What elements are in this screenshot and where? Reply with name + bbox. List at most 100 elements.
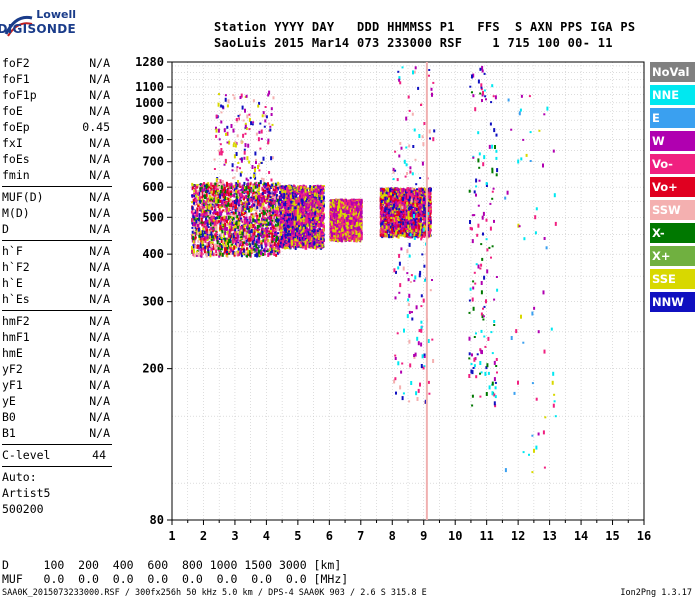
echo-point (211, 214, 214, 218)
echo-point (193, 234, 195, 238)
echo-point (267, 242, 270, 247)
echo-point (221, 252, 224, 257)
echo-point (215, 192, 218, 195)
header-line-2: SaoLuis 2015 Mar14 073 233000 RSF 1 715 … (214, 36, 613, 50)
echo-point (241, 241, 244, 244)
echo-point (296, 216, 299, 221)
echo-point (223, 215, 226, 219)
echo-point (270, 247, 273, 250)
echo-point (257, 239, 260, 244)
param-value: N/A (89, 276, 110, 290)
echo-point (261, 227, 264, 230)
echo-point (214, 227, 217, 231)
echo-point (248, 221, 251, 225)
echo-point (270, 215, 273, 219)
echo-point (265, 250, 268, 253)
echo-point (316, 184, 319, 188)
echo-point (254, 220, 257, 225)
echo-point (204, 208, 207, 210)
echo-point (237, 189, 240, 194)
echo-point (280, 239, 283, 242)
echo-point (263, 211, 266, 215)
echo-point (249, 248, 252, 253)
echo-point (225, 216, 228, 220)
echo-point (297, 244, 300, 247)
echo-point (291, 242, 294, 246)
echo-point (271, 232, 274, 237)
echo-point (291, 212, 294, 217)
echo-point (247, 185, 250, 189)
echo-point (218, 245, 221, 248)
echo-point (301, 240, 304, 245)
echo-point (300, 209, 303, 214)
echo-point (314, 224, 317, 229)
echo-point (278, 225, 280, 229)
echo-point (194, 199, 197, 203)
echo-point (273, 243, 276, 247)
echo-point (267, 227, 270, 230)
echo-point (270, 222, 273, 226)
echo-point (192, 212, 195, 217)
echo-point (257, 191, 260, 196)
echo-point (313, 241, 316, 246)
echo-point (304, 193, 307, 196)
echo-point (314, 211, 317, 216)
echo-point (257, 233, 260, 236)
echo-point (201, 188, 204, 192)
echo-point (251, 232, 254, 237)
echo-point (301, 202, 304, 207)
echo-point (288, 202, 291, 206)
param-value: N/A (89, 206, 110, 220)
echo-point (190, 210, 193, 214)
echo-point (283, 214, 286, 218)
echo-point (238, 182, 241, 187)
echo-point (276, 219, 279, 222)
echo-point (207, 212, 210, 216)
echo-point (252, 185, 255, 190)
echo-point (199, 230, 202, 234)
echo-point (242, 195, 245, 199)
echo-point (203, 191, 205, 195)
param-row-foes: foEs N/A (2, 152, 110, 168)
echo-point (255, 191, 257, 194)
echo-point (201, 240, 204, 245)
echo-point (274, 233, 276, 236)
echo-point (276, 227, 279, 232)
echo-point (302, 210, 305, 213)
echo-point (239, 230, 242, 235)
echo-point (266, 223, 269, 226)
echo-point (202, 204, 205, 207)
echo-point (214, 196, 217, 201)
echo-point (286, 198, 289, 202)
echo-point (224, 226, 227, 231)
echo-point (264, 208, 267, 213)
echo-point (211, 203, 214, 206)
logo-main-text: DIGISONDE (0, 22, 76, 36)
echo-point (281, 203, 284, 206)
echo-point (208, 240, 211, 245)
echo-point (220, 220, 223, 223)
echo-point (254, 243, 257, 247)
echo-point (263, 232, 266, 236)
echo-point (213, 209, 216, 214)
echo-point (269, 199, 272, 201)
echo-point (258, 215, 261, 220)
echo-point (309, 226, 312, 231)
panel-divider (2, 444, 112, 445)
echo-point (279, 196, 282, 199)
echo-point (221, 224, 224, 227)
echo-point (245, 211, 248, 216)
echo-point (269, 196, 272, 199)
echo-point (212, 228, 215, 231)
echo-point (266, 250, 269, 253)
echo-point (297, 186, 300, 191)
echo-point (229, 244, 232, 248)
echo-point (194, 190, 197, 195)
echo-point (236, 233, 239, 238)
echo-point (216, 211, 219, 216)
echo-point (237, 193, 240, 197)
echo-point (302, 222, 305, 227)
echo-point (218, 220, 220, 223)
echo-point (250, 217, 253, 221)
echo-point (232, 238, 235, 242)
